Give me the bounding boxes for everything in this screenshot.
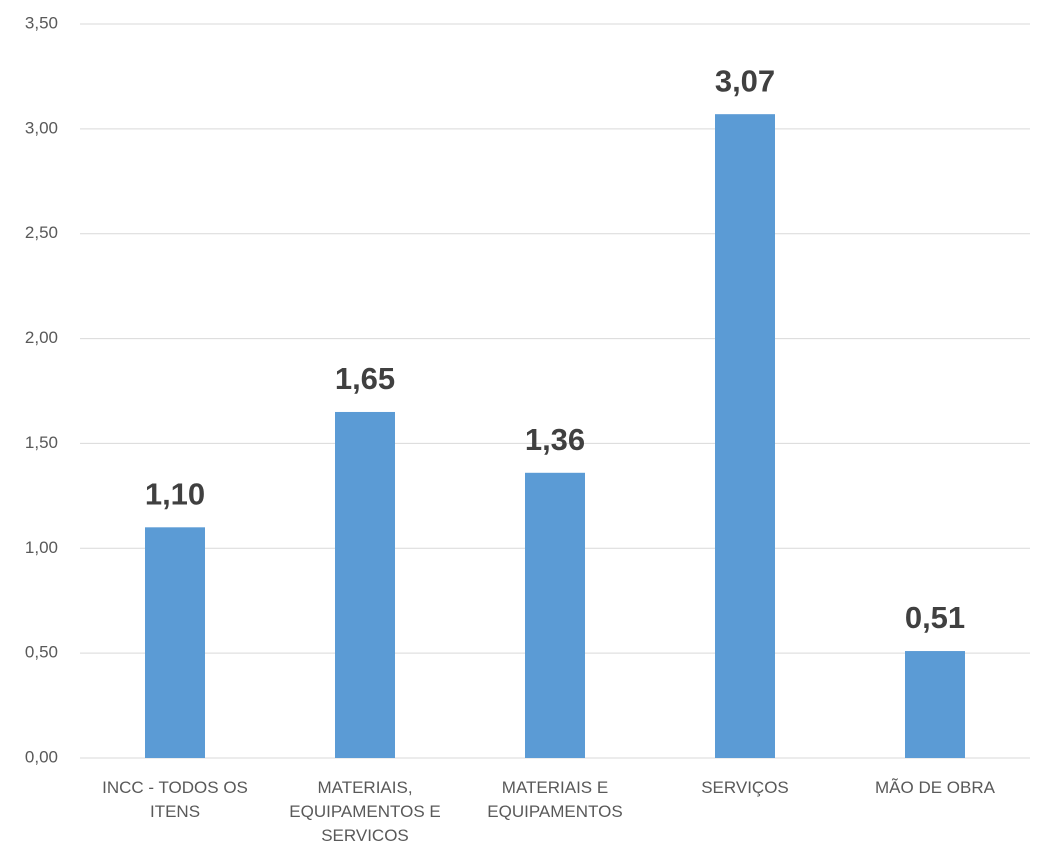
- y-tick-label: 1,50: [25, 433, 58, 452]
- x-tick-label: INCC - TODOS OS ITENS: [102, 778, 248, 821]
- value-label: 0,51: [905, 600, 965, 635]
- y-tick-label: 2,00: [25, 328, 58, 347]
- x-tick-label: SERVIÇOS: [701, 778, 789, 797]
- y-tick-label: 3,00: [25, 118, 58, 137]
- value-label: 3,07: [715, 63, 775, 98]
- value-label: 1,10: [145, 477, 205, 512]
- y-tick-label: 2,50: [25, 223, 58, 242]
- bar: [525, 472, 585, 758]
- bar: [715, 114, 775, 759]
- bar: [335, 411, 395, 758]
- x-tick-label: MÃO DE OBRA: [875, 778, 995, 797]
- bar: [145, 527, 205, 758]
- y-tick-label: 3,50: [25, 13, 58, 32]
- y-tick-label: 0,50: [25, 643, 58, 662]
- y-tick-label: 1,00: [25, 538, 58, 557]
- bar: [905, 651, 965, 758]
- value-label: 1,36: [525, 422, 585, 457]
- x-tick-label: MATERIAIS E EQUIPAMENTOS: [487, 778, 623, 821]
- x-tick-label: MATERIAIS, EQUIPAMENTOS E SERVICOS: [289, 778, 441, 845]
- y-tick-label: 0,00: [25, 747, 58, 766]
- value-label: 1,65: [335, 361, 395, 396]
